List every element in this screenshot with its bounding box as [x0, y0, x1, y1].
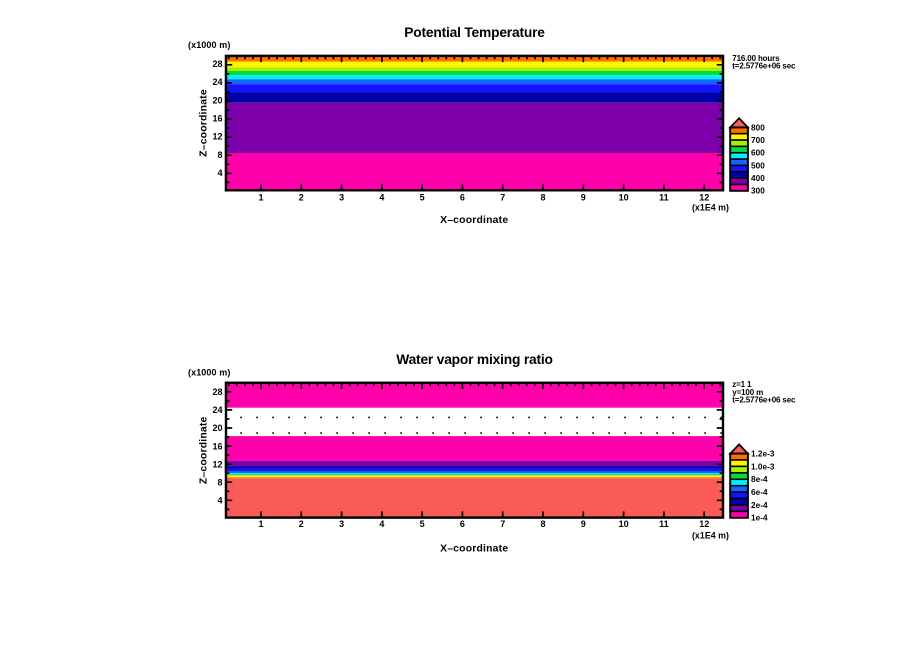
svg-text:(x1000 m): (x1000 m) — [188, 40, 230, 50]
svg-text:20: 20 — [212, 95, 222, 105]
svg-text:10: 10 — [619, 192, 629, 202]
svg-text:8: 8 — [540, 192, 545, 202]
svg-text:Potential Temperature: Potential Temperature — [404, 25, 545, 40]
svg-text:24: 24 — [212, 77, 222, 87]
svg-text:Z–coordinate: Z–coordinate — [199, 416, 210, 484]
svg-text:12: 12 — [699, 519, 709, 529]
svg-text:5: 5 — [420, 519, 425, 529]
svg-text:9: 9 — [581, 519, 586, 529]
svg-text:24: 24 — [212, 405, 222, 415]
svg-text:(x1000 m): (x1000 m) — [188, 367, 230, 377]
svg-text:716.00 hours: 716.00 hours — [732, 54, 780, 63]
svg-text:10: 10 — [619, 519, 629, 529]
svg-text:6: 6 — [460, 192, 465, 202]
svg-text:11: 11 — [659, 192, 669, 202]
svg-text:(x1E4 m): (x1E4 m) — [692, 530, 729, 540]
svg-text:500: 500 — [751, 161, 765, 170]
svg-text:12: 12 — [212, 459, 222, 469]
svg-text:X–coordinate: X–coordinate — [440, 215, 508, 226]
svg-text:11: 11 — [659, 519, 669, 529]
svg-text:Z–coordinate: Z–coordinate — [199, 89, 210, 157]
svg-text:t=2.5776e+06 sec: t=2.5776e+06 sec — [732, 395, 796, 404]
svg-text:6: 6 — [460, 519, 465, 529]
svg-text:8: 8 — [540, 519, 545, 529]
svg-text:3: 3 — [339, 519, 344, 529]
svg-text:28: 28 — [212, 387, 222, 397]
svg-text:2e-4: 2e-4 — [751, 501, 768, 510]
svg-text:7: 7 — [500, 519, 505, 529]
svg-text:z=1 1: z=1 1 — [732, 380, 752, 389]
svg-text:4: 4 — [379, 519, 384, 529]
svg-text:7: 7 — [500, 192, 505, 202]
svg-text:9: 9 — [581, 192, 586, 202]
svg-text:5: 5 — [420, 192, 425, 202]
svg-text:12: 12 — [212, 132, 222, 142]
svg-text:4: 4 — [217, 496, 222, 506]
svg-text:6e-4: 6e-4 — [751, 488, 768, 497]
svg-text:2: 2 — [299, 192, 304, 202]
svg-text:8e-4: 8e-4 — [751, 475, 768, 484]
svg-text:1: 1 — [258, 192, 263, 202]
svg-text:16: 16 — [212, 441, 222, 451]
svg-text:1.2e-3: 1.2e-3 — [751, 450, 775, 459]
svg-text:28: 28 — [212, 59, 222, 69]
svg-text:1: 1 — [258, 519, 263, 529]
svg-text:400: 400 — [751, 174, 765, 183]
svg-text:1e-4: 1e-4 — [751, 514, 768, 523]
svg-text:y=100 m: y=100 m — [732, 388, 763, 397]
svg-text:600: 600 — [751, 149, 765, 158]
svg-text:2: 2 — [299, 519, 304, 529]
svg-text:1.0e-3: 1.0e-3 — [751, 462, 775, 471]
svg-text:16: 16 — [212, 113, 222, 123]
svg-text:Water vapor mixing ratio: Water vapor mixing ratio — [396, 352, 552, 367]
svg-text:8: 8 — [217, 477, 222, 487]
svg-text:4: 4 — [379, 192, 384, 202]
svg-text:20: 20 — [212, 423, 222, 433]
svg-text:t=2.5776e+06 sec: t=2.5776e+06 sec — [732, 62, 796, 71]
svg-text:3: 3 — [339, 192, 344, 202]
svg-text:12: 12 — [699, 192, 709, 202]
svg-text:4: 4 — [217, 168, 222, 178]
svg-text:700: 700 — [751, 136, 765, 145]
svg-text:800: 800 — [751, 123, 765, 132]
svg-text:300: 300 — [751, 187, 765, 196]
svg-text:8: 8 — [217, 150, 222, 160]
svg-text:X–coordinate: X–coordinate — [440, 543, 508, 554]
svg-text:(x1E4 m): (x1E4 m) — [692, 203, 729, 213]
